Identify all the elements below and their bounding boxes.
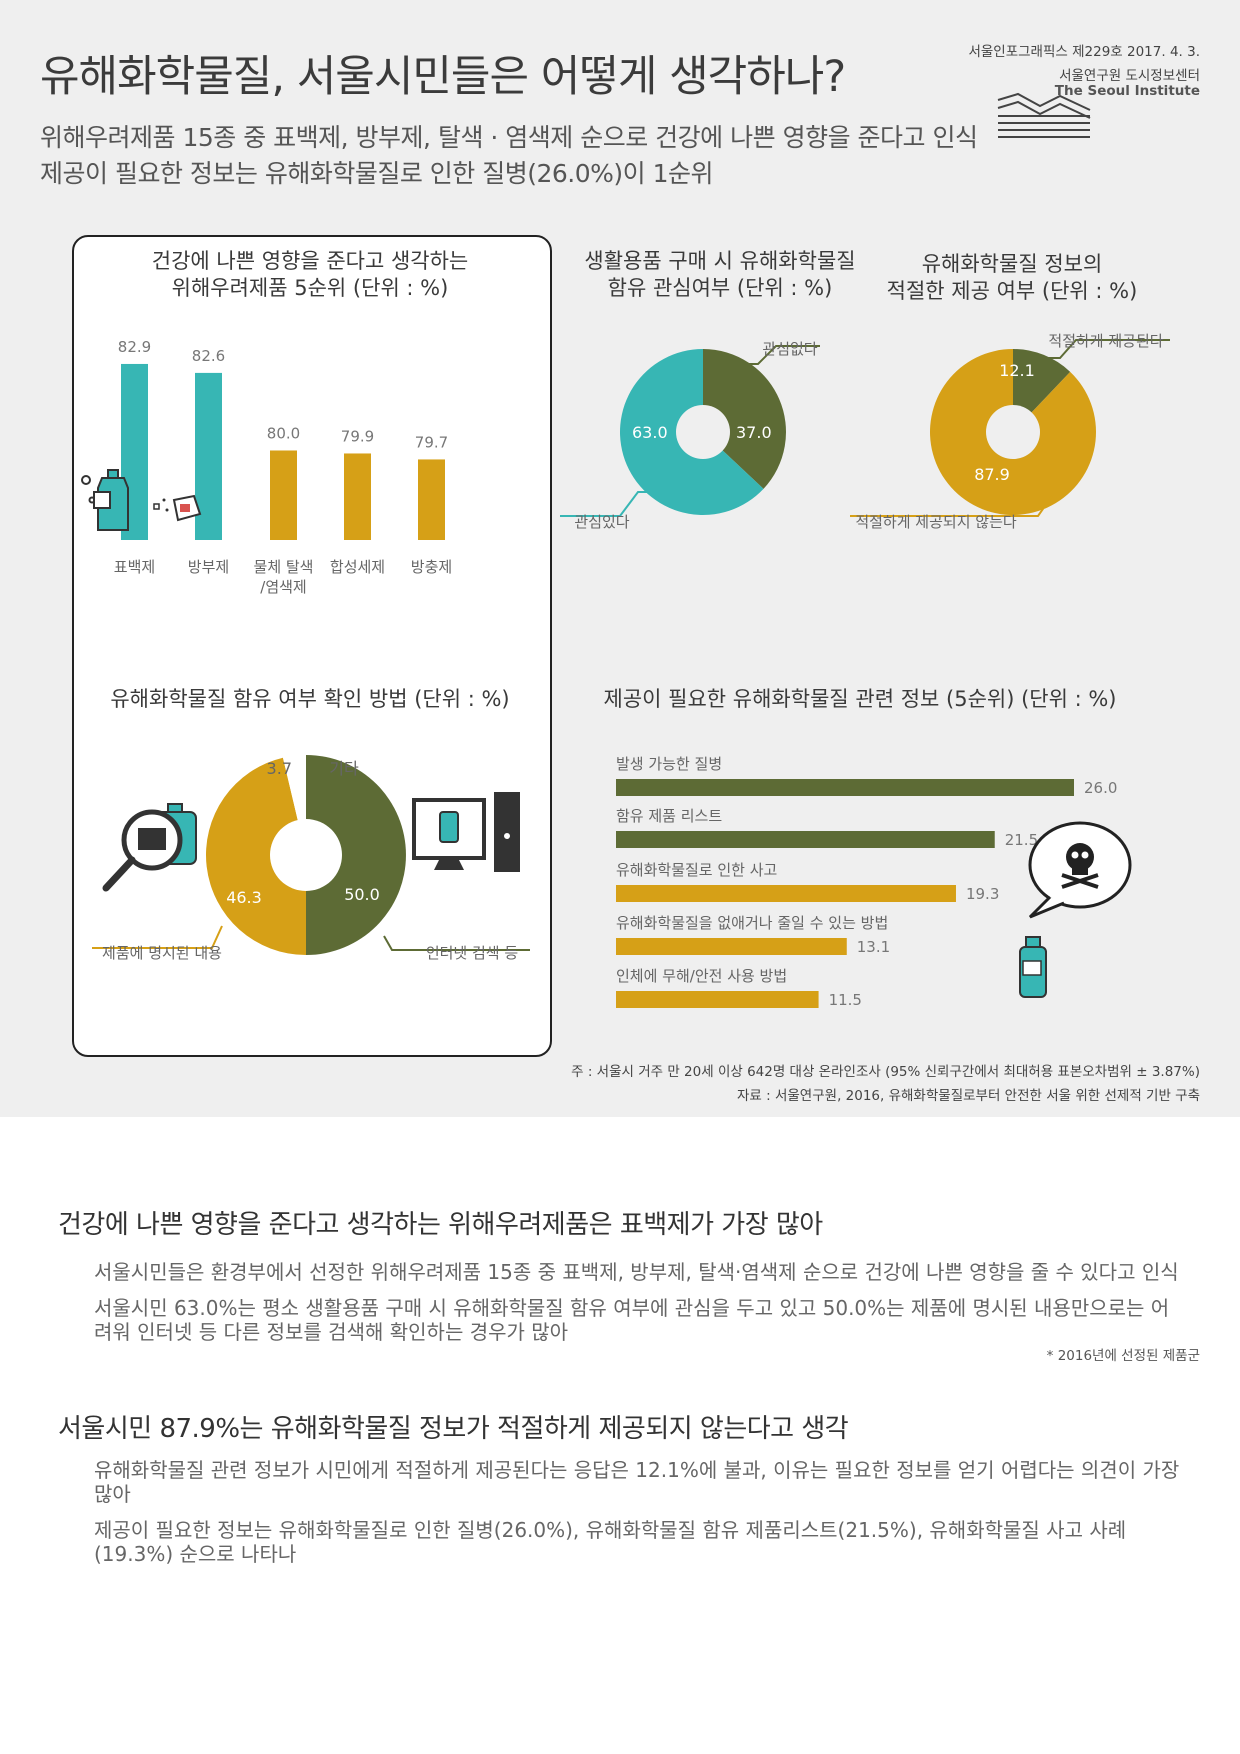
section1-paragraph-1: 서울시민들은 환경부에서 선정한 위해우려제품 15종 중 표백제, 방부제, … bbox=[94, 1260, 1179, 1284]
hbar-3 bbox=[616, 938, 847, 955]
issue-info: 서울인포그래픽스 제229호 2017. 4. 3. bbox=[968, 44, 1200, 60]
computer-icon bbox=[412, 792, 520, 872]
section2-title: 서울시민 87.9%는 유해화학물질 정보가 적절하게 제공되지 않는다고 생각 bbox=[58, 1414, 849, 1444]
bar-value-label-2: 80.0 bbox=[267, 424, 300, 442]
chemical-bottle-icon bbox=[1019, 936, 1047, 998]
bar-3 bbox=[344, 453, 371, 540]
subtitle-line-2: 제공이 필요한 정보는 유해화학물질로 인한 질병(26.0%)이 1순위 bbox=[40, 159, 714, 188]
products-bar-chart: 82.9 표백제 82.6 방부제 80.0 물체 탈색/염색제 79.9 합성세제 79.7 방… bbox=[81, 338, 452, 596]
survey-note: 주 : 서울시 거주 만 20세 이상 642명 대상 온라인조사 (95% 신… bbox=[571, 1064, 1200, 1080]
method-value-label-0: 50.0 bbox=[344, 885, 380, 904]
donut2-value-label-1: 63.0 bbox=[632, 423, 668, 442]
bar-value-label-4: 79.7 bbox=[415, 433, 448, 451]
donut3-value-label-1: 87.9 bbox=[974, 465, 1010, 484]
bar-category-label-0: 표백제 bbox=[114, 558, 155, 576]
donut2-slice-label-0: 관심없다 bbox=[762, 340, 817, 358]
bar-category-label-2: /염색제 bbox=[260, 578, 306, 596]
skull-speech-bubble-icon bbox=[1028, 821, 1132, 919]
bar-4 bbox=[418, 459, 445, 540]
bar-value-label-0: 82.9 bbox=[118, 338, 151, 356]
section2-paragraph-1: 유해화학물질 관련 정보가 시민에게 적절하게 제공된다는 응답은 12.1%에… bbox=[94, 1458, 1180, 1506]
donut3-slice-label-0: 적절하게 제공된다 bbox=[1048, 332, 1163, 350]
chart4-title: 유해화학물질 함유 여부 확인 방법 (단위 : %) bbox=[110, 687, 510, 711]
hbar-category-label-0: 발생 가능한 질병 bbox=[616, 755, 722, 773]
donut2-value-label-0: 37.0 bbox=[736, 423, 772, 442]
hbar-value-label-0: 26.0 bbox=[1084, 779, 1117, 797]
method-slice-label-0: 인터넷 검색 등 bbox=[426, 944, 519, 962]
chart1-title-line-2: 위해우려제품 5순위 (단위 : %) bbox=[171, 276, 449, 300]
method-value-label-1: 46.3 bbox=[226, 888, 262, 907]
hbar-value-label-4: 11.5 bbox=[829, 991, 862, 1009]
method-donut-hole bbox=[270, 819, 342, 891]
section1-footnote: * 2016년에 선정된 제품군 bbox=[1046, 1348, 1200, 1364]
hbar-category-label-3: 유해화학물질을 없애거나 줄일 수 있는 방법 bbox=[616, 914, 888, 932]
hbar-value-label-3: 13.1 bbox=[857, 938, 890, 956]
method-slice-label-1: 제품에 명시된 내용 bbox=[102, 944, 222, 962]
chart5-title: 제공이 필요한 유해화학물질 관련 정보 (5순위) (단위 : %) bbox=[603, 687, 1117, 711]
chart1-title-line-1: 건강에 나쁜 영향을 준다고 생각하는 bbox=[151, 249, 469, 273]
chart2-title-line-1: 생활용품 구매 시 유해화학물질 bbox=[584, 249, 856, 273]
chart3-title-line-2: 적절한 제공 여부 (단위 : %) bbox=[886, 279, 1138, 303]
method-leader-1 bbox=[92, 925, 223, 949]
hbar-4 bbox=[616, 991, 819, 1008]
bar-category-label-4: 방충제 bbox=[411, 558, 452, 576]
sprayer-icon bbox=[153, 494, 202, 522]
page-title: 유해화학물질, 서울시민들은 어떻게 생각하나? bbox=[40, 52, 846, 102]
hbar-category-label-1: 함유 제품 리스트 bbox=[616, 807, 722, 825]
hbar-1 bbox=[616, 831, 995, 848]
org-name-en: The Seoul Institute bbox=[1054, 83, 1200, 99]
donut2-slice-label-1: 관심있다 bbox=[574, 513, 629, 531]
donut3-slice-label-1: 적절하게 제공되지 않는다 bbox=[855, 513, 1017, 531]
donut2-hole bbox=[676, 405, 730, 459]
donut3-leader-1 bbox=[850, 495, 1053, 517]
bar-category-label-2: 물체 탈색 bbox=[254, 558, 314, 576]
source-note: 자료 : 서울연구원, 2016, 유해화학물질로부터 안전한 서울 위한 선제… bbox=[737, 1088, 1200, 1104]
hbar-category-label-4: 인체에 무해/안전 사용 방법 bbox=[616, 967, 787, 985]
section1-title: 건강에 나쁜 영향을 준다고 생각하는 위해우려제품은 표백제가 가장 많아 bbox=[58, 1210, 823, 1240]
hbar-category-label-2: 유해화학물질로 인한 사고 bbox=[616, 861, 777, 879]
hbar-2 bbox=[616, 885, 956, 902]
hbar-value-label-1: 21.5 bbox=[1005, 831, 1038, 849]
seoul-institute-logo-icon bbox=[997, 92, 1091, 138]
hbar-value-label-2: 19.3 bbox=[966, 885, 999, 903]
bar-category-label-3: 합성세제 bbox=[330, 558, 385, 576]
bar-2 bbox=[270, 450, 297, 540]
method-value-label-2: 3.7 bbox=[267, 759, 292, 778]
bar-value-label-3: 79.9 bbox=[341, 427, 374, 445]
needed-info-bar-chart: 발생 가능한 질병 26.0 함유 제품 리스트 21.5 유해화학물질로 인한 사고 1… bbox=[616, 755, 1132, 1009]
subtitle-line-1: 위해우려제품 15종 중 표백제, 방부제, 탈색 · 염색제 순으로 건강에 … bbox=[40, 123, 978, 152]
donut3-value-label-0: 12.1 bbox=[999, 361, 1035, 380]
method-donut-slice-0 bbox=[306, 755, 406, 955]
donut2-slice-0 bbox=[703, 349, 786, 489]
chart3-title-line-1: 유해화학물질 정보의 bbox=[921, 252, 1103, 276]
hbar-0 bbox=[616, 779, 1074, 796]
donut3-leader-0 bbox=[1035, 339, 1170, 359]
bleach-bottle-icon bbox=[81, 469, 129, 531]
donut3-hole bbox=[986, 405, 1040, 459]
magnifier-product-icon bbox=[102, 803, 197, 892]
method-slice-label-2: 기타 bbox=[329, 759, 359, 778]
bar-category-label-1: 방부제 bbox=[188, 558, 229, 576]
section1-paragraph-2: 서울시민 63.0%는 평소 생활용품 구매 시 유해화학물질 함유 여부에 관… bbox=[94, 1296, 1170, 1344]
section2-paragraph-2: 제공이 필요한 정보는 유해화학물질로 인한 질병(26.0%), 유해화학물질… bbox=[94, 1518, 1127, 1566]
donut2-leader-0 bbox=[728, 345, 820, 365]
method-donut-slice-1 bbox=[206, 757, 306, 955]
method-leader-0 bbox=[383, 935, 530, 951]
donut2-leader-1 bbox=[560, 491, 670, 517]
org-name: 서울연구원 도시정보센터 bbox=[1059, 68, 1200, 84]
bar-value-label-1: 82.6 bbox=[192, 347, 225, 365]
chart2-title-line-2: 함유 관심여부 (단위 : %) bbox=[607, 276, 833, 300]
